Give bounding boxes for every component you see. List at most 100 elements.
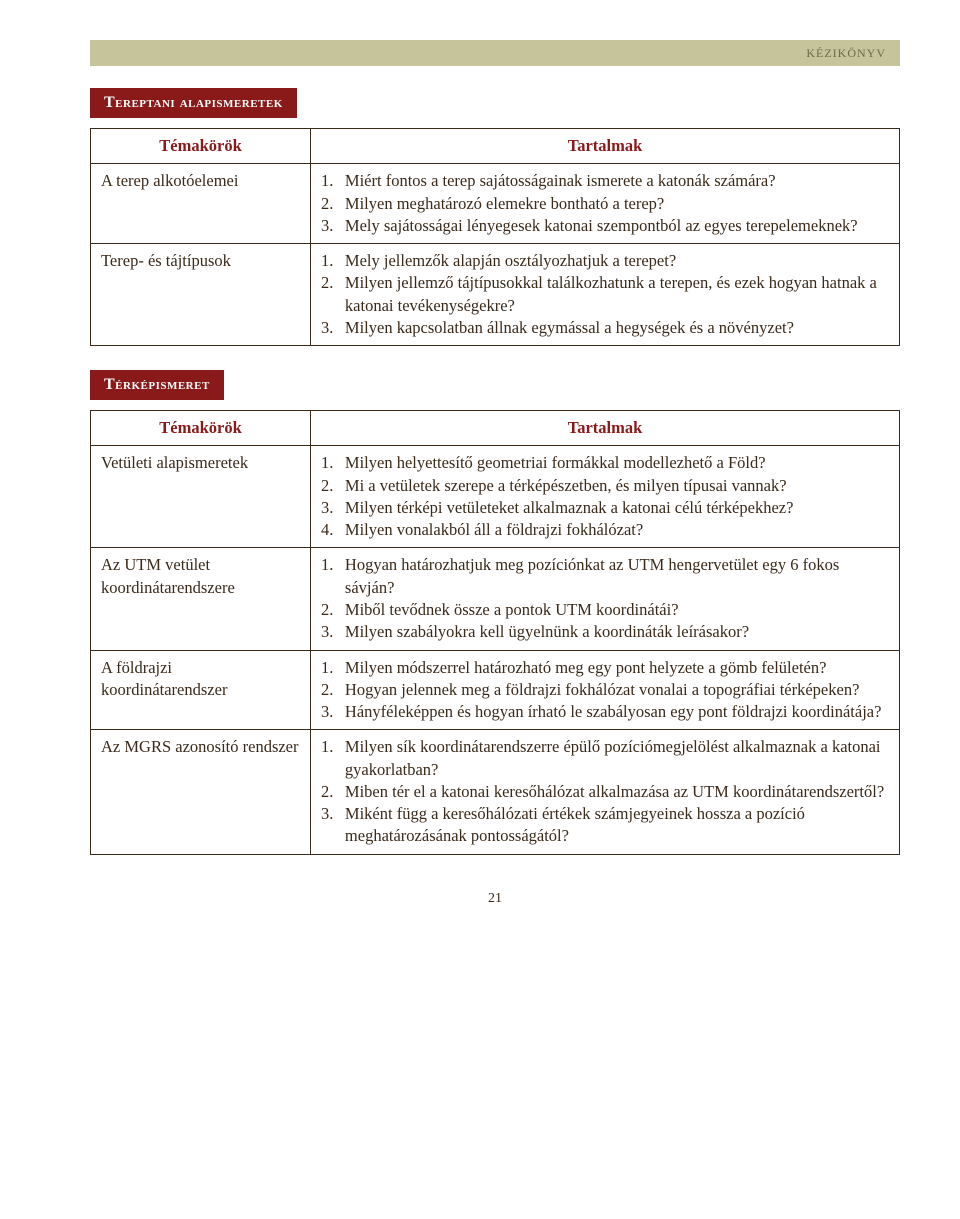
content-item: 1. Milyen helyettesítő geometriai formák… [321,452,889,474]
content-item: 3. Mely sajátosságai lényegesek katonai … [321,215,889,237]
content-item: 2. Miből tevődnek össze a pontok UTM koo… [321,599,889,621]
item-text: Miként függ a keresőhálózati értékek szá… [341,803,889,848]
topic-cell: A földrajzi koordinátarendszer [91,650,311,730]
item-text: Mi a vetületek szerepe a térképészetben,… [341,475,889,497]
section-title-tag: Tereptani alapismeretek [90,88,297,118]
item-number: 2. [321,679,341,701]
content-cell: 1. Mely jellemzők alapján osztályozhatju… [311,244,900,346]
content-item: 2. Miben tér el a katonai keresőhálózat … [321,781,889,803]
item-text: Milyen térképi vetületeket alkalmaznak a… [341,497,889,519]
section: Térképismeret Témakörök Tartalmak Vetüle… [90,370,900,855]
item-text: Milyen sík koordinátarendszerre épülő po… [341,736,889,781]
table-row: A terep alkotóelemei 1. Miért fontos a t… [91,164,900,244]
item-text: Milyen helyettesítő geometriai formákkal… [341,452,889,474]
item-text: Milyen kapcsolatban állnak egymással a h… [341,317,889,339]
item-number: 2. [321,781,341,803]
table-header-left: Témakörök [91,129,311,164]
item-number: 1. [321,170,341,192]
content-item: 4. Milyen vonalakból áll a földrajzi fok… [321,519,889,541]
item-number: 2. [321,193,341,215]
topic-cell: Vetületi alapismeretek [91,446,311,548]
content-cell: 1. Milyen helyettesítő geometriai formák… [311,446,900,548]
sections-container: Tereptani alapismeretek Témakörök Tartal… [90,88,900,855]
content-items: 1. Mely jellemzők alapján osztályozhatju… [321,250,889,339]
item-number: 2. [321,475,341,497]
section-title-tag: Térképismeret [90,370,224,400]
topic-cell: Terep- és tájtípusok [91,244,311,346]
table-row: Terep- és tájtípusok 1. Mely jellemzők a… [91,244,900,346]
content-item: 1. Milyen módszerrel határozható meg egy… [321,657,889,679]
item-text: Hogyan határozhatjuk meg pozíciónkat az … [341,554,889,599]
item-text: Milyen szabályokra kell ügyelnünk a koor… [341,621,889,643]
item-text: Milyen jellemző tájtípusokkal találkozha… [341,272,889,317]
page: KÉZIKÖNYV Tereptani alapismeretek Témakö… [0,0,960,947]
content-item: 2. Hogyan jelennek meg a földrajzi fokhá… [321,679,889,701]
content-cell: 1. Milyen sík koordinátarendszerre épülő… [311,730,900,854]
item-text: Miből tevődnek össze a pontok UTM koordi… [341,599,889,621]
item-number: 3. [321,215,341,237]
content-item: 1. Miért fontos a terep sajátosságainak … [321,170,889,192]
content-item: 2. Milyen jellemző tájtípusokkal találko… [321,272,889,317]
item-number: 1. [321,657,341,679]
item-number: 1. [321,452,341,474]
topic-cell: Az MGRS azonosító rendszer [91,730,311,854]
content-item: 3. Miként függ a keresőhálózati értékek … [321,803,889,848]
page-number: 21 [90,891,900,907]
item-number: 3. [321,497,341,519]
item-number: 3. [321,317,341,339]
topic-cell: A terep alkotóelemei [91,164,311,244]
content-item: 1. Hogyan határozhatjuk meg pozíciónkat … [321,554,889,599]
table-header-row: Témakörök Tartalmak [91,129,900,164]
item-number: 3. [321,803,341,848]
content-item: 3. Milyen szabályokra kell ügyelnünk a k… [321,621,889,643]
table-row: A földrajzi koordinátarendszer 1. Milyen… [91,650,900,730]
item-number: 2. [321,272,341,317]
item-text: Milyen meghatározó elemekre bontható a t… [341,193,889,215]
content-item: 3. Hányféleképpen és hogyan írható le sz… [321,701,889,723]
content-cell: 1. Miért fontos a terep sajátosságainak … [311,164,900,244]
table-row: Vetületi alapismeretek 1. Milyen helyett… [91,446,900,548]
item-text: Hogyan jelennek meg a földrajzi fokhálóz… [341,679,889,701]
content-item: 1. Milyen sík koordinátarendszerre épülő… [321,736,889,781]
item-text: Miért fontos a terep sajátosságainak ism… [341,170,889,192]
item-number: 1. [321,554,341,599]
section: Tereptani alapismeretek Témakörök Tartal… [90,88,900,346]
content-cell: 1. Hogyan határozhatjuk meg pozíciónkat … [311,548,900,650]
item-number: 4. [321,519,341,541]
top-banner: KÉZIKÖNYV [90,40,900,66]
content-item: 3. Milyen kapcsolatban állnak egymással … [321,317,889,339]
content-items: 1. Milyen sík koordinátarendszerre épülő… [321,736,889,847]
content-items: 1. Milyen módszerrel határozható meg egy… [321,657,889,724]
item-number: 2. [321,599,341,621]
table-row: Az MGRS azonosító rendszer 1. Milyen sík… [91,730,900,854]
content-item: 1. Mely jellemzők alapján osztályozhatju… [321,250,889,272]
item-text: Milyen módszerrel határozható meg egy po… [341,657,889,679]
item-text: Mely jellemzők alapján osztályozhatjuk a… [341,250,889,272]
content-item: 2. Milyen meghatározó elemekre bontható … [321,193,889,215]
item-text: Hányféleképpen és hogyan írható le szabá… [341,701,889,723]
item-number: 3. [321,621,341,643]
item-number: 1. [321,736,341,781]
section-title: Térképismeret [104,376,210,393]
table-body: Vetületi alapismeretek 1. Milyen helyett… [91,446,900,854]
table-header-left: Témakörök [91,411,311,446]
topic-cell: Az UTM vetület koordinátarendszere [91,548,311,650]
table-header-row: Témakörök Tartalmak [91,411,900,446]
item-text: Mely sajátosságai lényegesek katonai sze… [341,215,889,237]
item-number: 3. [321,701,341,723]
content-items: 1. Miért fontos a terep sajátosságainak … [321,170,889,237]
table-header-right: Tartalmak [311,129,900,164]
banner-text: KÉZIKÖNYV [806,46,886,61]
item-number: 1. [321,250,341,272]
table-body: A terep alkotóelemei 1. Miért fontos a t… [91,164,900,346]
section-title: Tereptani alapismeretek [104,94,283,111]
table-header-right: Tartalmak [311,411,900,446]
item-text: Miben tér el a katonai keresőhálózat alk… [341,781,889,803]
content-cell: 1. Milyen módszerrel határozható meg egy… [311,650,900,730]
table-row: Az UTM vetület koordinátarendszere 1. Ho… [91,548,900,650]
item-text: Milyen vonalakból áll a földrajzi fokhál… [341,519,889,541]
content-table: Témakörök Tartalmak Vetületi alapismeret… [90,410,900,855]
content-table: Témakörök Tartalmak A terep alkotóelemei… [90,128,900,346]
content-item: 3. Milyen térképi vetületeket alkalmazna… [321,497,889,519]
content-items: 1. Milyen helyettesítő geometriai formák… [321,452,889,541]
